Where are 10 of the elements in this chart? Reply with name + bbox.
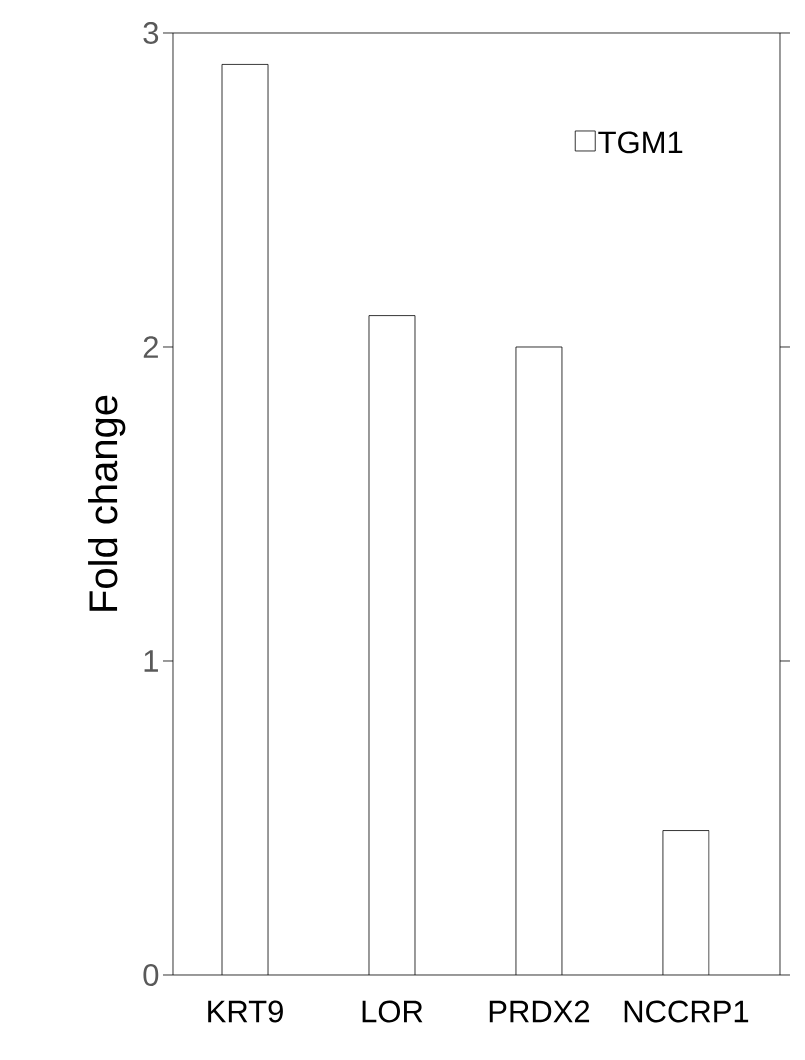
y-tick-label: 1 (144, 650, 158, 672)
x-tick-label: NCCRP1 (624, 1000, 749, 1023)
x-tick-label: PRDX2 (489, 1000, 590, 1023)
y-tick-label: 0 (143, 964, 159, 986)
text: TGM1 (598, 131, 683, 154)
x-tick-label: LOR (362, 1000, 423, 1023)
y-tick-label: 2 (143, 336, 158, 358)
x-tick-label: KRT9 (208, 1000, 283, 1023)
y-axis-title: Fold change (88, 395, 126, 611)
y-tick-label: 3 (143, 22, 159, 44)
